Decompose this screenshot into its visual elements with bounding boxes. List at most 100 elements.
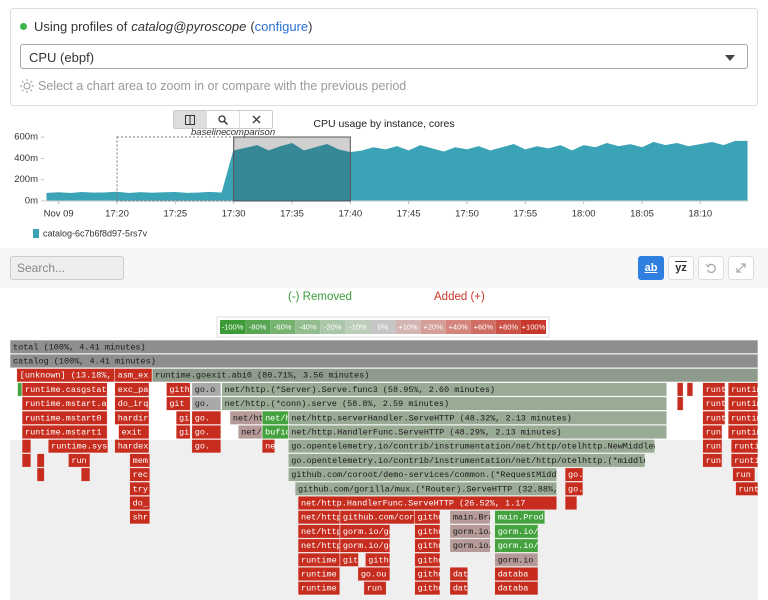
flame-label: dat — [453, 570, 468, 580]
chart: 0m 200m 400m 600m Nov 09 17:20 17:25 17:30 17:35… — [14, 132, 748, 238]
scale-label: -60% — [274, 322, 292, 331]
reset-button[interactable] — [698, 256, 724, 280]
flame-bar — [702, 439, 723, 453]
flame-bar — [297, 581, 340, 596]
flame-node: runtime — [297, 581, 340, 596]
profile-card — [10, 8, 758, 106]
x-tick-label: 17:35 — [280, 209, 304, 220]
flame-label: asm_ex — [118, 371, 149, 381]
flame-bar — [21, 425, 108, 439]
profile-select[interactable]: CPU (ebpf) — [20, 44, 748, 69]
flame-node: runti — [702, 396, 726, 411]
flame-node: [unknown] (13.18%, 0. — [16, 368, 115, 382]
x-tick-label: 18:05 — [630, 209, 654, 220]
flame-node: asm_ex — [114, 368, 153, 382]
flame-label: go.opentelemetry.io/contrib/instrumentat… — [291, 456, 725, 466]
flame-label: net/h — [265, 413, 291, 423]
scale-label: +80% — [499, 322, 519, 331]
flame-node: gorm.io/ — [494, 538, 539, 553]
flame-bar — [494, 510, 545, 524]
flame-bar — [288, 439, 655, 453]
alt-view-button[interactable]: yz — [668, 256, 694, 280]
flame-node: total (100%, 4.41 minutes) — [10, 340, 758, 354]
flame-node — [565, 496, 577, 510]
text-view-button[interactable]: ab — [638, 256, 664, 280]
flame-label: net/http — [301, 541, 342, 551]
flame-node: exit — [118, 425, 150, 439]
flame-label: git — [343, 555, 358, 565]
flame-node: githu — [414, 510, 444, 524]
flamegraph: total (100%, 4.41 minutes) catalog (100%,… — [10, 340, 759, 596]
flame-bar — [81, 467, 91, 482]
flame-node — [677, 382, 684, 397]
flame-node: net/http.(*Server).Serve.func3 (58.95%, … — [221, 382, 667, 397]
flame-label: go. — [568, 470, 583, 480]
collapse-button[interactable] — [728, 256, 754, 280]
flame-bar — [221, 396, 667, 411]
flame-node: github.com/gorilla/mux.(*Router).ServeHT… — [294, 482, 557, 496]
flame-label: githu — [418, 527, 444, 537]
scale-cell — [470, 320, 496, 334]
zoom-icon — [218, 114, 228, 125]
hint-text: Select a chart area to zoom in or compar… — [38, 79, 407, 93]
flame-label: net/http.HandlerFunc.ServeHTTP (26.52%, … — [301, 499, 525, 509]
flame-label: runtime.sys — [51, 442, 107, 452]
close-button[interactable] — [240, 111, 272, 128]
legend-label: catalog-6c7b6f8d97-5rs7v — [43, 228, 148, 238]
flame-bar — [229, 411, 263, 425]
flame-node: githu — [414, 538, 441, 553]
flame-bar — [449, 581, 468, 596]
flame-node — [686, 382, 693, 397]
flame-bar — [176, 425, 191, 439]
x-tick-label: 17:50 — [455, 209, 479, 220]
configure-link[interactable]: configure — [254, 19, 309, 34]
flame-node: databa — [494, 581, 539, 596]
flame-node: exc_pag — [114, 382, 150, 397]
comparison-selection — [233, 136, 351, 202]
flame-bar — [129, 496, 150, 510]
scale-label: -10% — [349, 322, 367, 331]
flame-bar — [677, 396, 684, 411]
flame-bar — [288, 453, 646, 468]
flame-node: runtime.mstart0 (1 — [21, 411, 108, 425]
search-input[interactable]: Search... — [10, 256, 124, 280]
scale-cell — [395, 320, 421, 334]
flame-label: run — [706, 442, 721, 452]
flame-node: net/http — [297, 538, 342, 553]
flame-bar — [288, 467, 557, 482]
flame-node: main.Prod — [494, 510, 545, 524]
flame-bar — [152, 368, 758, 382]
flame-label: runtime.mstart1 (1 — [25, 428, 117, 438]
flame-node: go.o — [191, 382, 221, 397]
flame-node: githu — [365, 553, 390, 567]
flame-label: run — [706, 428, 721, 438]
legend-swatch — [33, 229, 39, 238]
scale-cell — [495, 320, 521, 334]
flame-label: exit — [121, 428, 141, 438]
flame-label: githu — [418, 513, 444, 523]
flame-node: git — [176, 411, 191, 425]
flame-label: runtime.casgstatus — [25, 385, 117, 395]
flame-bar — [494, 524, 539, 539]
zoom-button[interactable] — [207, 111, 240, 128]
scale-label: +20% — [423, 322, 443, 331]
split-button[interactable] — [174, 111, 207, 128]
flame-node: net/http — [297, 524, 340, 539]
flame-node: runtime.goexit.abi0 (80.71%, 3.56 minute… — [152, 368, 758, 382]
flame-node: run — [732, 467, 756, 482]
flame-node: go.opentelemetry.io/contrib/instrumentat… — [288, 439, 655, 453]
header-prefix: Using profiles of — [34, 19, 128, 34]
baseline-selection — [116, 136, 235, 202]
flame-label: do_irq — [118, 399, 149, 409]
flame-label: hardirq — [118, 413, 154, 423]
flame-label: main.Prod — [498, 513, 544, 523]
flame-bar — [494, 553, 539, 567]
flame-bar — [365, 553, 390, 567]
flame-bar — [297, 524, 340, 539]
flame-bar — [129, 482, 150, 496]
flame-label: runtime — [301, 584, 337, 594]
flame-bar — [297, 567, 340, 581]
flame-label: catalog (100%, 4.41 minutes) — [13, 357, 156, 367]
flame-label: net/http.HandlerFunc.ServeHTTP (48.29%, … — [291, 428, 561, 438]
